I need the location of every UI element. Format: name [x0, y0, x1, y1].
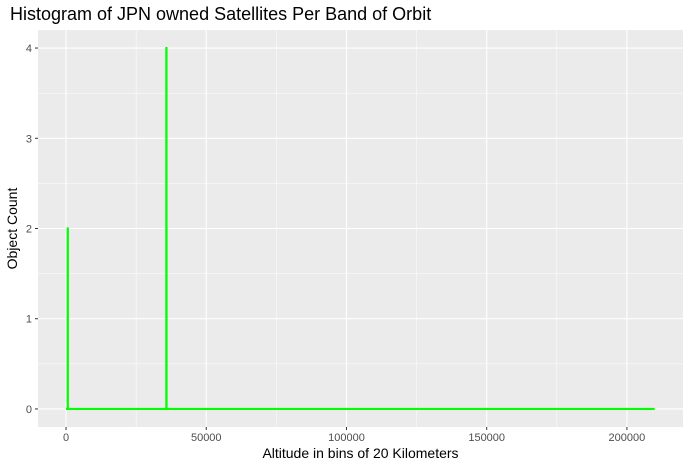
- y-axis-title: Object Count: [4, 188, 20, 270]
- chart-title: Histogram of JPN owned Satellites Per Ba…: [10, 4, 431, 24]
- x-tick-label: 0: [63, 432, 69, 444]
- x-tick-label: 200000: [609, 432, 646, 444]
- y-axis: 0 1 2 3 4: [26, 43, 38, 416]
- x-tick-label: 150000: [468, 432, 505, 444]
- x-tick-label: 50000: [191, 432, 222, 444]
- x-axis-title: Altitude in bins of 20 Kilometers: [262, 445, 458, 461]
- y-tick-label: 2: [26, 224, 32, 236]
- x-axis: 0 50000 100000 150000 200000: [63, 427, 645, 444]
- y-tick-label: 3: [26, 133, 32, 145]
- y-tick-label: 0: [26, 404, 32, 416]
- series-line: [66, 46, 655, 411]
- x-tick-label: 100000: [328, 432, 365, 444]
- y-tick-label: 1: [26, 314, 32, 326]
- series-layer: [66, 46, 655, 411]
- y-tick-label: 4: [26, 43, 32, 55]
